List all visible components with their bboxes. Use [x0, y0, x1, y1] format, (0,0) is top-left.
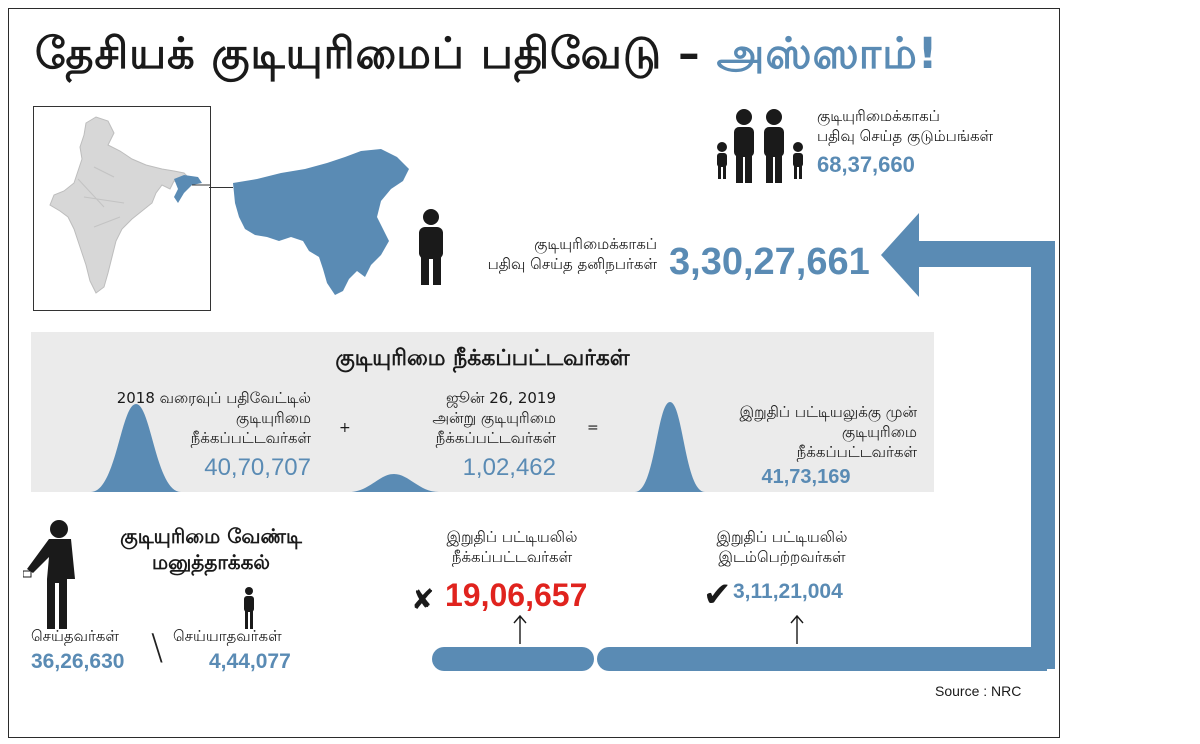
- draft2018-line2: குடியுரிமை: [235, 409, 311, 427]
- june2019-value: 1,02,462: [462, 454, 556, 481]
- india-map-inset: [33, 106, 211, 311]
- final-excluded-label: இறுதிப் பட்டியலில் நீக்கப்பட்டவர்கள்: [427, 527, 597, 567]
- small-bell-curve-icon: [349, 474, 439, 492]
- voter-icon: [23, 520, 75, 629]
- title-accent: அஸ்ஸாம்!: [716, 29, 939, 79]
- assam-map-icon: [233, 149, 409, 295]
- title-main: தேசியக் குடியுரிமைப் பதிவேடு –: [35, 29, 717, 79]
- families-label: குடியுரிமைக்காகப் பதிவு செய்த குடும்பங்க…: [817, 106, 993, 146]
- flow-arrow: [881, 213, 1055, 669]
- final-excluded-value: 19,06,657: [445, 577, 588, 613]
- final-included-line1: இறுதிப் பட்டியலில்: [716, 528, 848, 546]
- map-connector-line: [209, 187, 233, 188]
- individuals-value: 3,30,27,661: [669, 241, 870, 283]
- infographic-frame: தேசியக் குடியுரிமைப் பதிவேடு – அஸ்ஸாம்! …: [8, 8, 1060, 738]
- appeal-heading-line1: குடியுரிமை வேண்டி: [120, 524, 302, 548]
- final-excluded-line1: இறுதிப் பட்டியலில்: [446, 528, 578, 546]
- not-filed-label: செய்யாதவர்கள்: [173, 627, 282, 645]
- final-excluded-line2: நீக்கப்பட்டவர்கள்: [451, 548, 573, 566]
- june2019-line2: அன்று குடியுரிமை: [432, 409, 556, 427]
- india-map-icon: [49, 116, 210, 294]
- june2019-label: ஜூன் 26, 2019 அன்று குடியுரிமை நீக்கப்பட…: [361, 388, 556, 448]
- before-final-line1: இறுதிப் பட்டியலுக்கு முன்: [739, 403, 917, 421]
- june2019-line1: ஜூன் 26, 2019: [446, 389, 556, 407]
- up-arrow-icon: [513, 614, 527, 644]
- cross-icon: ✘: [411, 583, 435, 616]
- families-label-line2: பதிவு செய்த குடும்பங்கள்: [817, 127, 994, 145]
- draft2018-value: 40,70,707: [204, 454, 311, 481]
- filed-label: செய்தவர்கள்: [31, 627, 119, 645]
- individuals-label-line1: குடியுரிமைக்காகப்: [534, 235, 657, 253]
- equals-sign: =: [587, 420, 599, 436]
- final-included-line2: இடம்பெற்றவர்கள்: [718, 548, 846, 566]
- individuals-label-line2: பதிவு செய்த தனிநபர்கள்: [487, 255, 657, 273]
- appeal-heading: குடியுரிமை வேண்டி மனுத்தாக்கல்: [101, 523, 321, 575]
- bell-curve-icon: [91, 404, 181, 492]
- up-arrow-icon: [790, 614, 804, 644]
- bell-curve-large-icon: [635, 402, 705, 492]
- not-filed-value: 4,44,077: [209, 650, 291, 673]
- draft2018-label: 2018 வரைவுப் பதிவேட்டில் குடியுரிமை நீக்…: [51, 388, 311, 448]
- person-icon: [419, 209, 443, 285]
- families-label-line1: குடியுரிமைக்காகப்: [817, 107, 940, 125]
- small-person-icon: [244, 587, 254, 629]
- bottom-bar-left: [432, 647, 594, 671]
- filed-value: 36,26,630: [31, 650, 125, 673]
- final-included-label: இறுதிப் பட்டியலில் இடம்பெற்றவர்கள்: [697, 527, 867, 567]
- before-final-line3: நீக்கப்பட்டவர்கள்: [796, 443, 917, 461]
- draft2018-line3: நீக்கப்பட்டவர்கள்: [190, 429, 311, 447]
- individuals-label: குடியுரிமைக்காகப் பதிவு செய்த தனிநபர்கள்: [457, 234, 657, 274]
- before-final-line2: குடியுரிமை: [841, 423, 917, 441]
- plus-sign: +: [339, 420, 351, 436]
- appeal-heading-line2: மனுத்தாக்கல்: [152, 550, 270, 574]
- final-included-value: 3,11,21,004: [733, 580, 843, 603]
- source-note: Source : NRC: [935, 683, 1022, 699]
- appeal-separator: \: [151, 627, 164, 668]
- bottom-bar-right: [597, 647, 1047, 671]
- excluded-panel: குடியுரிமை நீக்கப்பட்டவர்கள் 2018 வரைவுப…: [31, 332, 934, 492]
- families-value: 68,37,660: [817, 152, 915, 177]
- before-final-label: இறுதிப் பட்டியலுக்கு முன் குடியுரிமை நீக…: [691, 402, 917, 462]
- family-icon: [717, 109, 803, 183]
- before-final-value: 41,73,169: [761, 466, 851, 488]
- excluded-heading: குடியுரிமை நீக்கப்பட்டவர்கள்: [335, 346, 630, 371]
- june2019-line3: நீக்கப்பட்டவர்கள்: [435, 429, 556, 447]
- check-icon: ✔: [703, 575, 732, 615]
- page-title: தேசியக் குடியுரிமைப் பதிவேடு – அஸ்ஸாம்!: [35, 29, 938, 84]
- draft2018-line1: 2018 வரைவுப் பதிவேட்டில்: [116, 389, 311, 407]
